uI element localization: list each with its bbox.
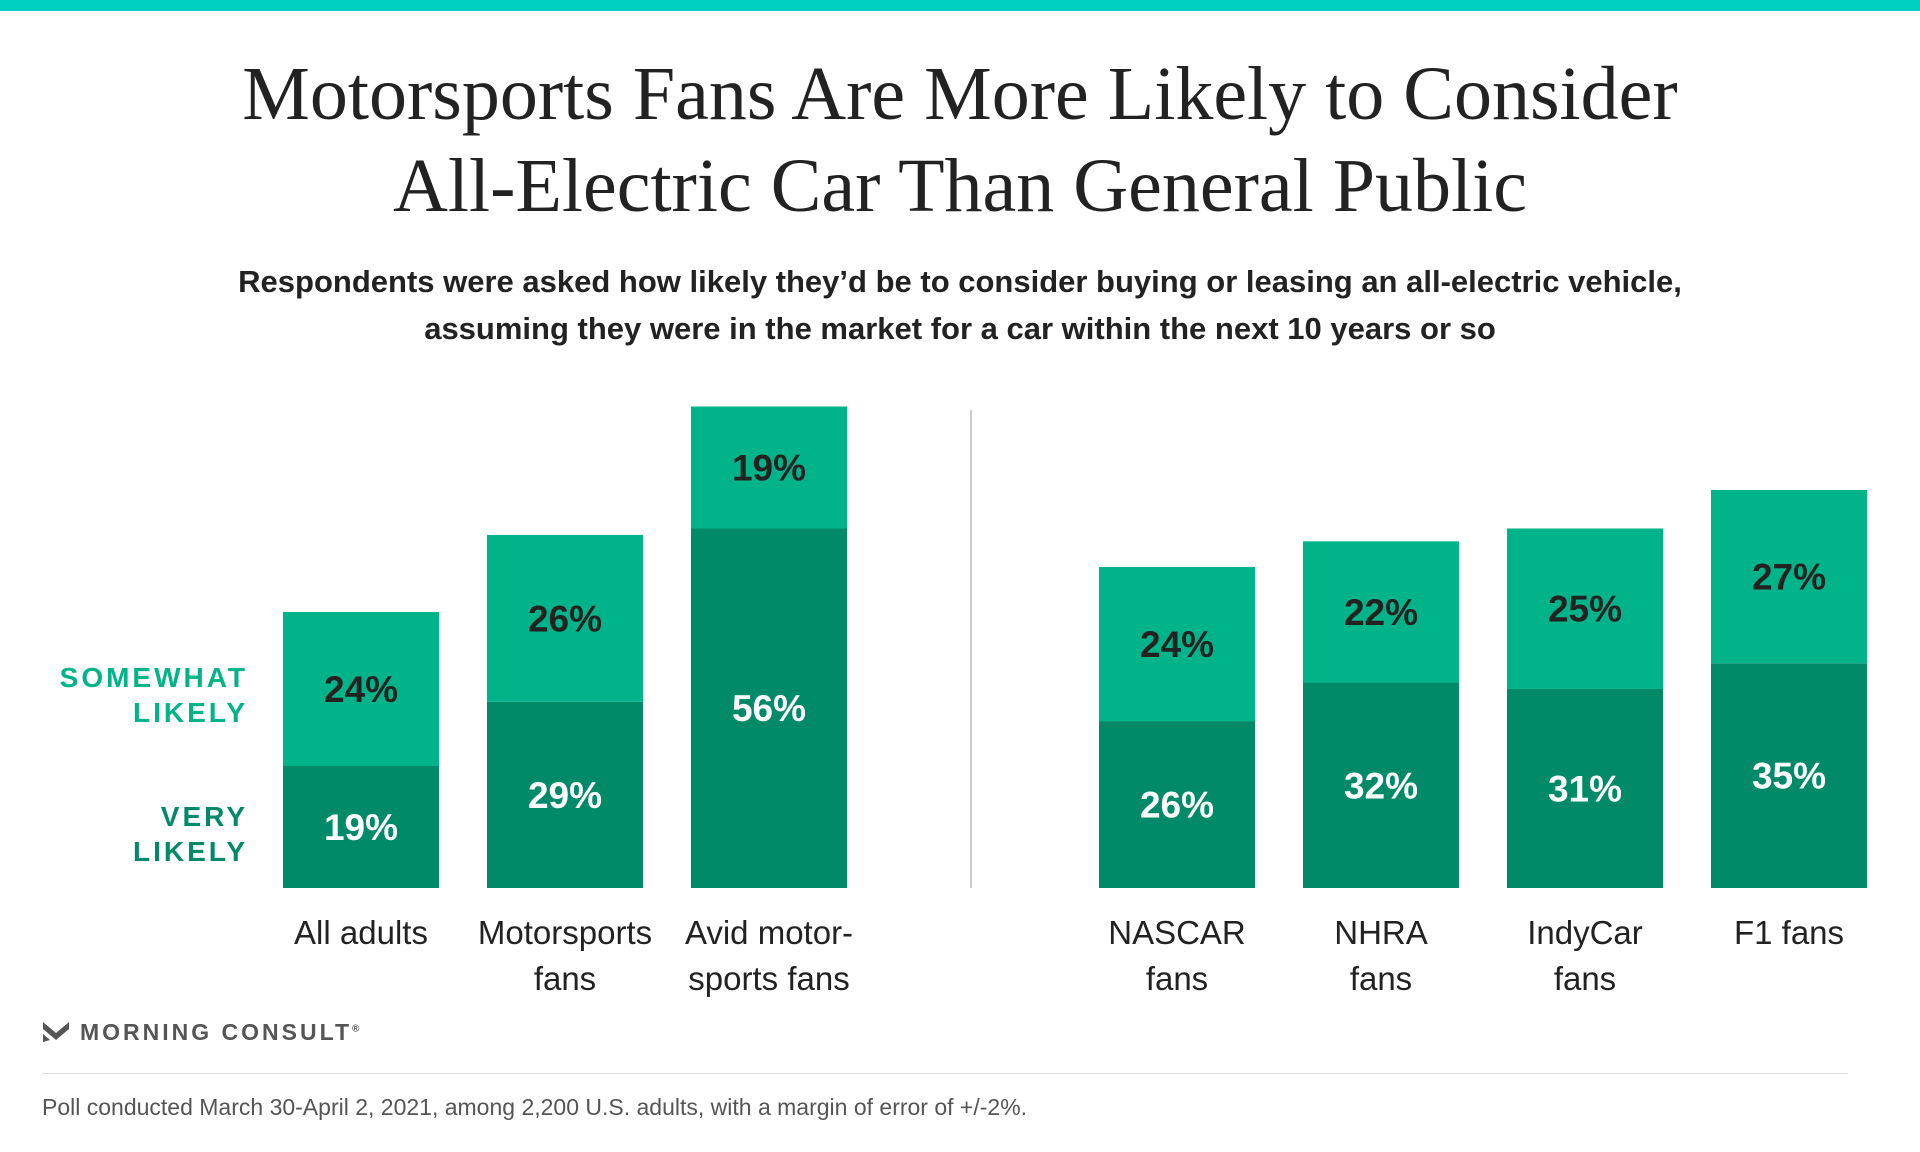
category-label: All adults [294,914,428,951]
category-label: F1 fans [1734,914,1844,951]
bar-somewhat-likely [283,611,439,767]
data-label-very-likely: 56% [732,688,806,729]
morning-consult-logo-icon [43,1022,69,1042]
brand-logo: MORNING CONSULT® [42,1016,359,1048]
chart-title: Motorsports Fans Are More Likely to Cons… [0,48,1920,232]
bar-very-likely [1711,663,1867,888]
data-label-somewhat-likely: 25% [1548,589,1622,630]
bar-somewhat-likely [691,406,847,529]
bar-somewhat-likely [1507,528,1663,689]
bar-somewhat-likely [487,534,643,702]
footer-divider [42,1073,1848,1074]
category-label: fans [1350,960,1412,997]
chart-subtitle-line-2: assuming they were in the market for a c… [424,311,1496,346]
data-label-very-likely: 26% [1140,785,1214,826]
category-label: fans [1146,960,1208,997]
data-label-somewhat-likely: 26% [528,598,602,639]
category-label: Avid motor- [685,914,853,951]
category-label: IndyCar [1527,914,1643,951]
category-label: sports fans [688,960,849,997]
legend-very-likely: VERY [161,801,248,832]
data-label-somewhat-likely: 19% [732,447,806,488]
category-label: NHRA [1334,914,1428,951]
bar-very-likely [487,701,643,888]
bar-very-likely [691,528,847,888]
chart-subtitle: Respondents were asked how likely they’d… [0,258,1920,352]
top-accent-bar [0,0,1920,11]
category-label: Motorsports [478,914,652,951]
legend-very-likely: LIKELY [133,836,248,867]
chart-subtitle-line-1: Respondents were asked how likely they’d… [238,264,1682,299]
data-label-somewhat-likely: 22% [1344,592,1418,633]
data-label-very-likely: 32% [1344,765,1418,806]
brand-name: MORNING CONSULT® [80,1019,359,1046]
data-label-very-likely: 19% [324,807,398,848]
category-label: fans [1554,960,1616,997]
bar-very-likely [1507,688,1663,888]
data-label-very-likely: 35% [1752,756,1826,797]
category-label: fans [534,960,596,997]
chart-title-line-1: Motorsports Fans Are More Likely to Cons… [242,52,1678,136]
bar-very-likely [1099,721,1255,888]
bar-very-likely [283,766,439,888]
data-label-somewhat-likely: 24% [1140,624,1214,665]
legend-somewhat-likely: SOMEWHAT [60,662,248,693]
bar-somewhat-likely [1099,567,1255,722]
brand-registered-mark: ® [352,1022,360,1034]
data-label-very-likely: 29% [528,775,602,816]
bar-somewhat-likely [1303,541,1459,683]
chart-title-line-2: All-Electric Car Than General Public [393,144,1527,228]
data-label-very-likely: 31% [1548,768,1622,809]
legend-somewhat-likely: LIKELY [133,697,248,728]
data-label-somewhat-likely: 27% [1752,557,1826,598]
brand-name-text: MORNING CONSULT [80,1018,353,1045]
data-label-somewhat-likely: 24% [324,669,398,710]
category-label: NASCAR [1108,914,1246,951]
footnote: Poll conducted March 30-April 2, 2021, a… [42,1094,1028,1120]
bar-somewhat-likely [1711,489,1867,664]
bar-very-likely [1303,682,1459,888]
